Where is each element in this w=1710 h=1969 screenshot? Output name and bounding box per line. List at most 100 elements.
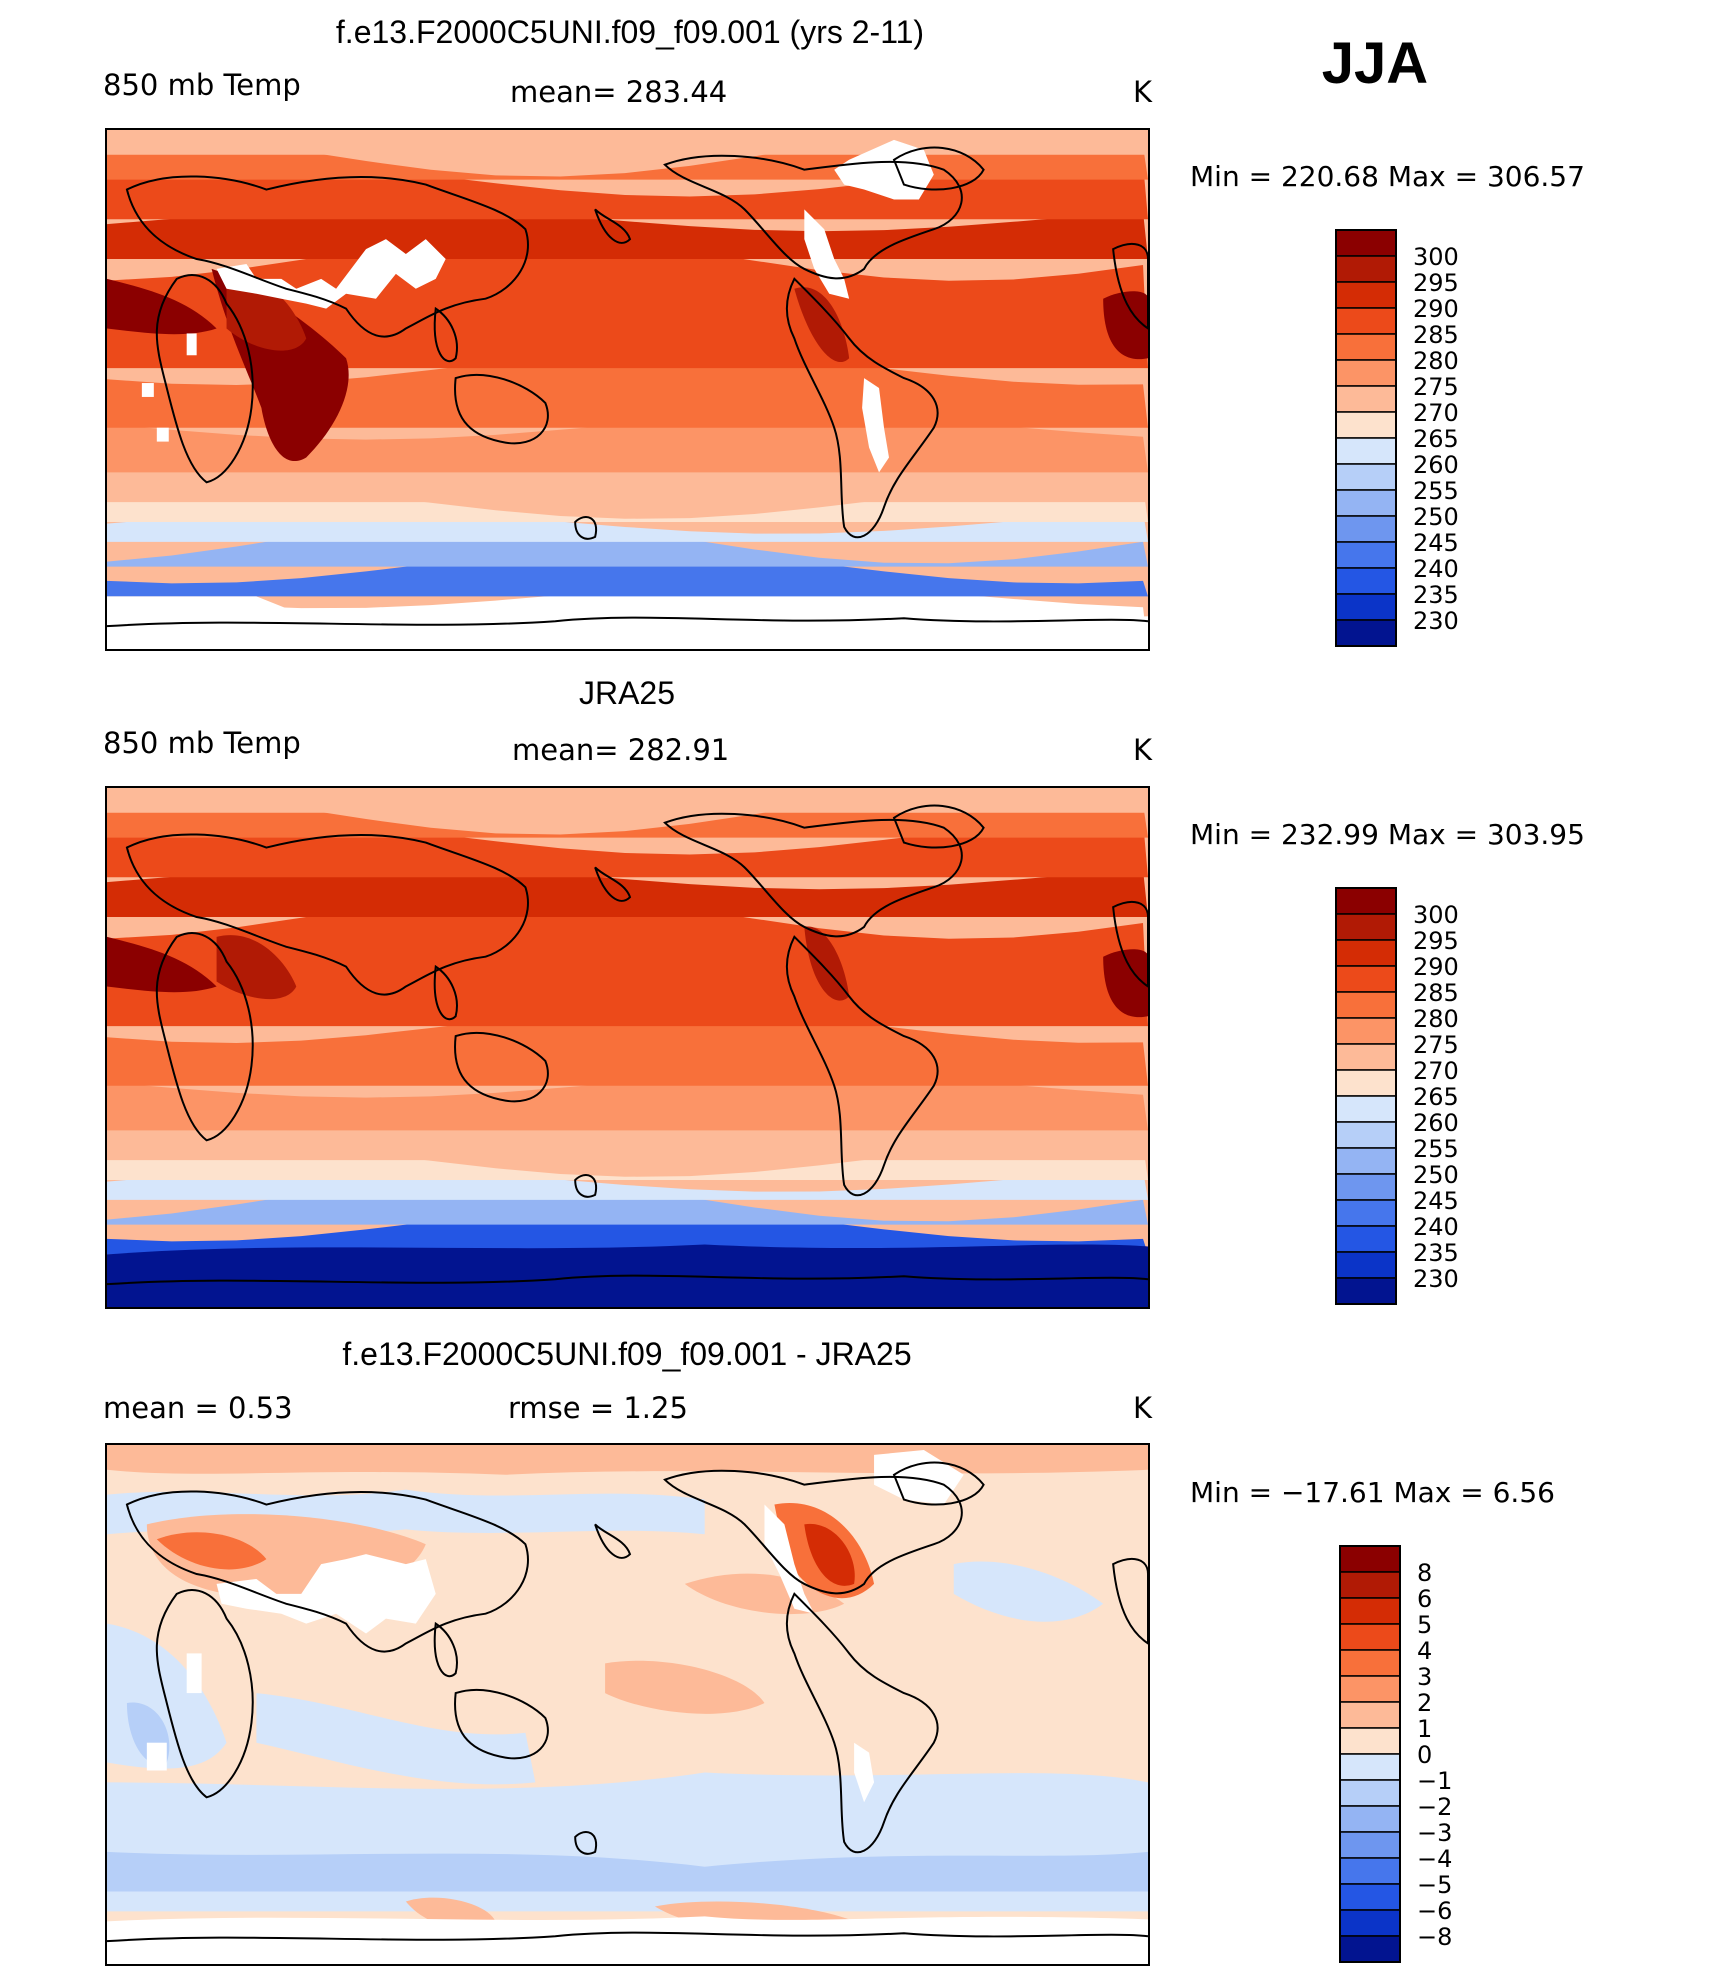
- colorbar-3-swatch-15: [1339, 1935, 1401, 1963]
- colorbar-1-label-14: 230: [1413, 607, 1459, 635]
- coastline-2-1: [125, 833, 529, 996]
- colorbar-3-swatch-1: [1339, 1571, 1401, 1599]
- colorbar-2-label-11: 245: [1413, 1187, 1459, 1215]
- coastline-1-3: [454, 374, 549, 445]
- colorbar-1-swatch-6: [1335, 385, 1397, 413]
- colorbar-1-label-9: 255: [1413, 477, 1459, 505]
- colorbar-2-swatch-8: [1335, 1095, 1397, 1123]
- panel-2-colorbar-svg: 3002952902852802752702652602552502452402…: [1335, 887, 1459, 1305]
- colorbar-1-swatch-8: [1335, 437, 1397, 465]
- coastline-1-9: [892, 146, 985, 191]
- colorbar-1-swatch-7: [1335, 411, 1397, 439]
- coastline-3-8: [107, 1931, 1148, 1943]
- colorbar-2-label-4: 280: [1413, 1005, 1459, 1033]
- coastline-2-2: [433, 964, 458, 1021]
- panel-2-map-svg: [107, 788, 1148, 1307]
- colorbar-3-swatch-3: [1339, 1623, 1401, 1651]
- colorbar-3-label-0: 8: [1417, 1559, 1432, 1587]
- coastline-1-4: [594, 208, 632, 244]
- panel-3-minmax: Min = −17.61 Max = 6.56: [1190, 1476, 1555, 1509]
- colorbar-2-swatch-5: [1335, 1017, 1397, 1045]
- coastline-1-7: [1112, 242, 1148, 330]
- colorbar-1-label-12: 240: [1413, 555, 1459, 583]
- colorbar-3-label-5: 2: [1417, 1689, 1432, 1717]
- panel-1-mexico-warm: [794, 287, 850, 363]
- map-band-8: [107, 895, 1148, 1027]
- colorbar-1-label-10: 250: [1413, 503, 1459, 531]
- panel-1-mean-label: mean= 283.44: [510, 75, 728, 109]
- colorbar-2-swatch-15: [1335, 1277, 1397, 1305]
- panel-1-map-svg: [107, 130, 1148, 649]
- colorbar-2-swatch-9: [1335, 1121, 1397, 1149]
- panel-1-coastlines: [107, 146, 1148, 628]
- colorbar-1-swatch-3: [1335, 307, 1397, 335]
- colorbar-1-swatch-10: [1335, 489, 1397, 517]
- panel-3-coastlines: [107, 1461, 1148, 1943]
- colorbar-1-label-7: 265: [1413, 425, 1459, 453]
- coastline-2-0: [155, 932, 254, 1142]
- colorbar-3-label-13: −6: [1417, 1897, 1452, 1925]
- coastline-2-3: [454, 1032, 549, 1103]
- panel-1-missing-data: [107, 139, 1148, 649]
- panel-1-variable-label: 850 mb Temp: [103, 68, 301, 102]
- colorbar-1-label-2: 290: [1413, 295, 1459, 323]
- panel-1-units: K: [1133, 75, 1153, 109]
- colorbar-3-label-6: 1: [1417, 1715, 1432, 1743]
- colorbar-3-swatch-0: [1339, 1545, 1401, 1573]
- colorbar-2-swatch-1: [1335, 913, 1397, 941]
- colorbar-2-label-10: 250: [1413, 1161, 1459, 1189]
- colorbar-2-swatch-10: [1335, 1147, 1397, 1175]
- colorbar-2-label-1: 295: [1413, 927, 1459, 955]
- panel-3-map: [105, 1443, 1150, 1966]
- colorbar-1-swatch-13: [1335, 567, 1397, 595]
- coastline-3-4: [594, 1523, 632, 1559]
- panel-3-colorbar: 8 6 5 4 3 2 1 0 −1 −2 −3 −4 −5 −6 −8: [1339, 1545, 1559, 1963]
- colorbar-3-label-8: −1: [1417, 1767, 1452, 1795]
- colorbar-1-frame: [1335, 229, 1397, 647]
- panel-1-map: [105, 128, 1150, 651]
- coastline-3-7: [1112, 1557, 1148, 1645]
- colorbar-1-label-1: 295: [1413, 269, 1459, 297]
- colorbar-3-label-3: 4: [1417, 1637, 1432, 1665]
- colorbar-1-label-4: 280: [1413, 347, 1459, 375]
- colorbar-2-label-14: 230: [1413, 1265, 1459, 1293]
- map-band-4: [107, 1143, 1148, 1180]
- colorbar-2-swatch-2: [1335, 939, 1397, 967]
- colorbar-2-label-9: 255: [1413, 1135, 1459, 1163]
- panel-2-arabia-warm: [216, 935, 297, 1000]
- colorbar-2-swatch-13: [1335, 1225, 1397, 1253]
- panel-2-mean-label: mean= 282.91: [512, 733, 730, 767]
- colorbar-1-swatch-2: [1335, 281, 1397, 309]
- colorbar-3-label-14: −8: [1417, 1923, 1452, 1951]
- coastline-2-8: [107, 1274, 1148, 1286]
- colorbar-2-label-5: 275: [1413, 1031, 1459, 1059]
- colorbar-1-label-8: 260: [1413, 451, 1459, 479]
- panel-2-title: JRA25: [578, 675, 676, 711]
- coastline-2-5: [663, 812, 963, 938]
- colorbar-2-label-8: 260: [1413, 1109, 1459, 1137]
- panel-3-units: K: [1133, 1391, 1153, 1425]
- season-label: JJA: [1321, 31, 1429, 96]
- panel-3-hot-anomalies: [804, 1523, 855, 1586]
- colorbar-2-swatch-12: [1335, 1199, 1397, 1227]
- panel-1-colorbar: 300 295 290 285 280 275 270 265 260 255 250 245 240 2…: [1335, 229, 1555, 647]
- colorbar-3-swatch-11: [1339, 1831, 1401, 1859]
- colorbar-2-label-3: 285: [1413, 979, 1459, 1007]
- colorbar-2-label-13: 235: [1413, 1239, 1459, 1267]
- colorbar-3-label-12: −5: [1417, 1871, 1452, 1899]
- map-band-1: [107, 1207, 1148, 1255]
- colorbar-3-swatch-5: [1339, 1675, 1401, 1703]
- colorbar-3-swatch-13: [1339, 1883, 1401, 1911]
- colorbar-2-swatch-4: [1335, 991, 1397, 1019]
- colorbar-2-label-7: 265: [1413, 1083, 1459, 1111]
- colorbar-2-label-0: 300: [1413, 901, 1459, 929]
- panel-3-title: f.e13.F2000C5UNI.f09_f09.001 - JRA25: [342, 1336, 912, 1372]
- colorbar-3-swatch-10: [1339, 1805, 1401, 1833]
- colorbar-3-label-11: −4: [1417, 1845, 1452, 1873]
- colorbar-3-swatch-12: [1339, 1857, 1401, 1885]
- colorbar-1-swatch-9: [1335, 463, 1397, 491]
- colorbar-1-swatch-0: [1335, 229, 1397, 257]
- colorbar-1-label-11: 245: [1413, 529, 1459, 557]
- panel-2-minmax: Min = 232.99 Max = 303.95: [1190, 818, 1585, 851]
